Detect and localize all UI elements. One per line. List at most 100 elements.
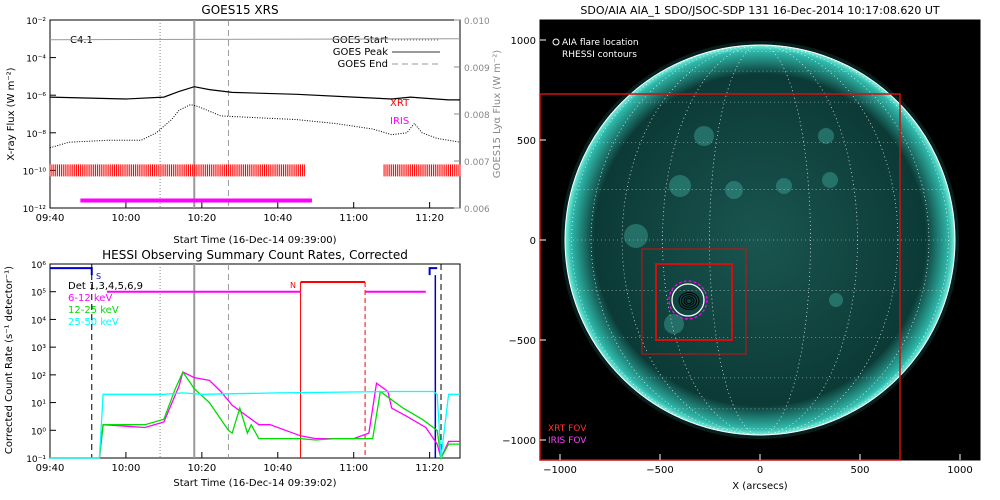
aia-active-region	[664, 314, 684, 334]
hessi-y-tick-label: 10⁵	[31, 289, 46, 299]
aia-y-tick-label: 1000	[511, 36, 536, 47]
goes-y-right-tick-label: 0.009	[464, 64, 490, 74]
hessi-x-tick-label: 11:20	[415, 463, 444, 474]
aia-active-region	[829, 293, 843, 307]
goes-y-axis-label-right: GOES15 Lyα Flux (W m⁻²)	[492, 50, 503, 178]
hessi-flag-n: N	[290, 281, 296, 290]
hessi-x-axis-label: Start Time (16-Dec-14 09:39:02)	[173, 478, 336, 489]
goes-y-tick-label: 10⁻⁸	[26, 130, 46, 140]
aia-longitude-line	[709, 44, 811, 436]
hessi-y-tick-label: 10¹	[31, 400, 46, 410]
goes-series-0	[49, 86, 460, 101]
goes-x-tick-label: 10:20	[187, 213, 216, 224]
goes-annotation-iris: IRIS	[390, 116, 409, 127]
aia-flare-location-marker	[671, 283, 705, 317]
aia-xrt-fov-box	[539, 93, 901, 461]
aia-longitude-line	[590, 44, 930, 436]
hessi-y-axis-label: Corrected Count Rate (s⁻¹ detector⁻¹)	[4, 266, 15, 454]
aia-y-tick-label: −500	[509, 336, 536, 347]
goes-panel: GOES15 XRS C4.1 GOES Start GOES Peak GOE…	[6, 3, 503, 246]
aia-x-tick-label: 500	[850, 465, 869, 476]
hessi-state-line-start	[50, 267, 93, 276]
hessi-y-tick-label: 10⁴	[31, 316, 46, 326]
hessi-x-tick-label: 09:40	[36, 463, 65, 474]
hessi-x-tick-label: 11:00	[339, 463, 368, 474]
aia-legend-flare-location-marker	[552, 38, 560, 46]
hessi-series-0	[50, 371, 460, 460]
aia-iris-fov-box	[655, 263, 733, 341]
aia-fov-label-xrt: XRT FOV	[548, 424, 587, 434]
goes-series-2	[49, 38, 461, 41]
hessi-flag-s: S	[96, 272, 101, 281]
aia-y-tick-label: −1000	[502, 436, 536, 447]
aia-rhessi-contour-1	[681, 294, 697, 308]
hessi-y-tick-label: 10⁶	[31, 261, 46, 271]
goes-legend-peak: GOES Peak	[333, 47, 388, 58]
aia-active-region	[776, 178, 792, 194]
hessi-y-tick-label: 10⁰	[31, 427, 46, 437]
aia-rhessi-contour-2	[683, 296, 695, 306]
aia-legend-flare-location: AIA flare location	[562, 38, 639, 48]
hessi-panel: HESSI Observing Summary Count Rates, Cor…	[4, 248, 461, 489]
hessi-legend-25-50: 25-50 keV	[68, 317, 119, 328]
goes-x-tick-label: 11:00	[339, 213, 368, 224]
hessi-legend-12-25: 12-25 keV	[68, 305, 119, 316]
goes-y-right-tick-label: 0.008	[464, 111, 490, 121]
goes-y-tick-label: 10⁻¹²	[23, 205, 47, 215]
aia-active-region	[822, 172, 838, 188]
aia-x-tick-label: 0	[757, 465, 763, 476]
aia-rhessi-contour-3	[685, 297, 693, 305]
goes-x-axis-label: Start Time (16-Dec-14 09:39:00)	[173, 235, 336, 246]
aia-x-tick-label: −500	[646, 465, 673, 476]
aia-panel: SDO/AIA AIA_1 SDO/JSOC-SDP 131 16-Dec-20…	[502, 4, 981, 492]
hessi-x-tick-label: 10:00	[112, 463, 141, 474]
aia-active-region	[694, 126, 714, 146]
aia-solar-disk	[565, 45, 955, 435]
aia-active-region	[624, 224, 648, 248]
aia-fov-label-iris: IRIS FOV	[548, 436, 587, 446]
goes-y-axis-label: X-ray Flux (W m⁻²)	[6, 67, 17, 160]
hessi-series-1	[50, 370, 460, 461]
hessi-x-tick-label: 10:20	[187, 463, 216, 474]
aia-y-tick-label: 0	[530, 236, 536, 247]
aia-y-tick-label: 500	[517, 136, 536, 147]
goes-y-right-tick-label: 0.010	[464, 17, 490, 27]
hessi-y-tick-label: 10⁻¹	[26, 455, 46, 465]
hessi-legend-6-12: 6-12 keV	[68, 293, 112, 304]
goes-plot-frame	[49, 19, 461, 209]
goes-x-tick-label: 11:20	[415, 213, 444, 224]
aia-x-axis-label: X (arcsecs)	[732, 481, 788, 492]
goes-y-tick-label: 10⁻²	[26, 17, 46, 27]
hessi-y-tick-label: 10³	[31, 344, 46, 354]
aia-x-tick-label: 1000	[947, 465, 972, 476]
hessi-plot-frame	[49, 263, 461, 459]
goes-y-right-tick-label: 0.006	[464, 205, 490, 215]
goes-x-tick-label: 10:00	[112, 213, 141, 224]
hessi-state-line-end	[428, 267, 438, 276]
aia-active-region	[725, 181, 743, 199]
goes-y-right-tick-label: 0.007	[464, 158, 490, 168]
goes-class-label: C4.1	[70, 35, 93, 46]
aia-flare-iris-outline	[668, 280, 708, 320]
goes-annotation-xrt: XRT	[390, 98, 410, 109]
aia-active-region	[669, 175, 691, 197]
goes-legend-start: GOES Start	[332, 35, 388, 46]
goes-title: GOES15 XRS	[201, 3, 278, 17]
goes-y-tick-label: 10⁻⁶	[26, 92, 46, 102]
aia-rhessi-contour-0	[678, 292, 700, 310]
goes-xrt-coverage-1	[383, 164, 461, 177]
aia-x-tick-label: −1000	[543, 465, 577, 476]
goes-x-tick-label: 10:40	[263, 213, 292, 224]
hessi-series-2	[50, 390, 460, 459]
hessi-title: HESSI Observing Summary Count Rates, Cor…	[102, 248, 408, 262]
goes-y-tick-label: 10⁻⁴	[26, 55, 46, 65]
aia-title: SDO/AIA AIA_1 SDO/JSOC-SDP 131 16-Dec-20…	[580, 4, 939, 17]
aia-legend-rhessi-contours: RHESSI contours	[562, 50, 637, 60]
hessi-x-tick-label: 10:40	[263, 463, 292, 474]
aia-limb	[564, 44, 956, 436]
goes-series-1	[49, 104, 461, 149]
goes-legend-end: GOES End	[338, 59, 388, 70]
aia-active-region	[818, 128, 834, 144]
hessi-detectors-label: Det 1,3,4,5,6,9	[68, 281, 143, 292]
